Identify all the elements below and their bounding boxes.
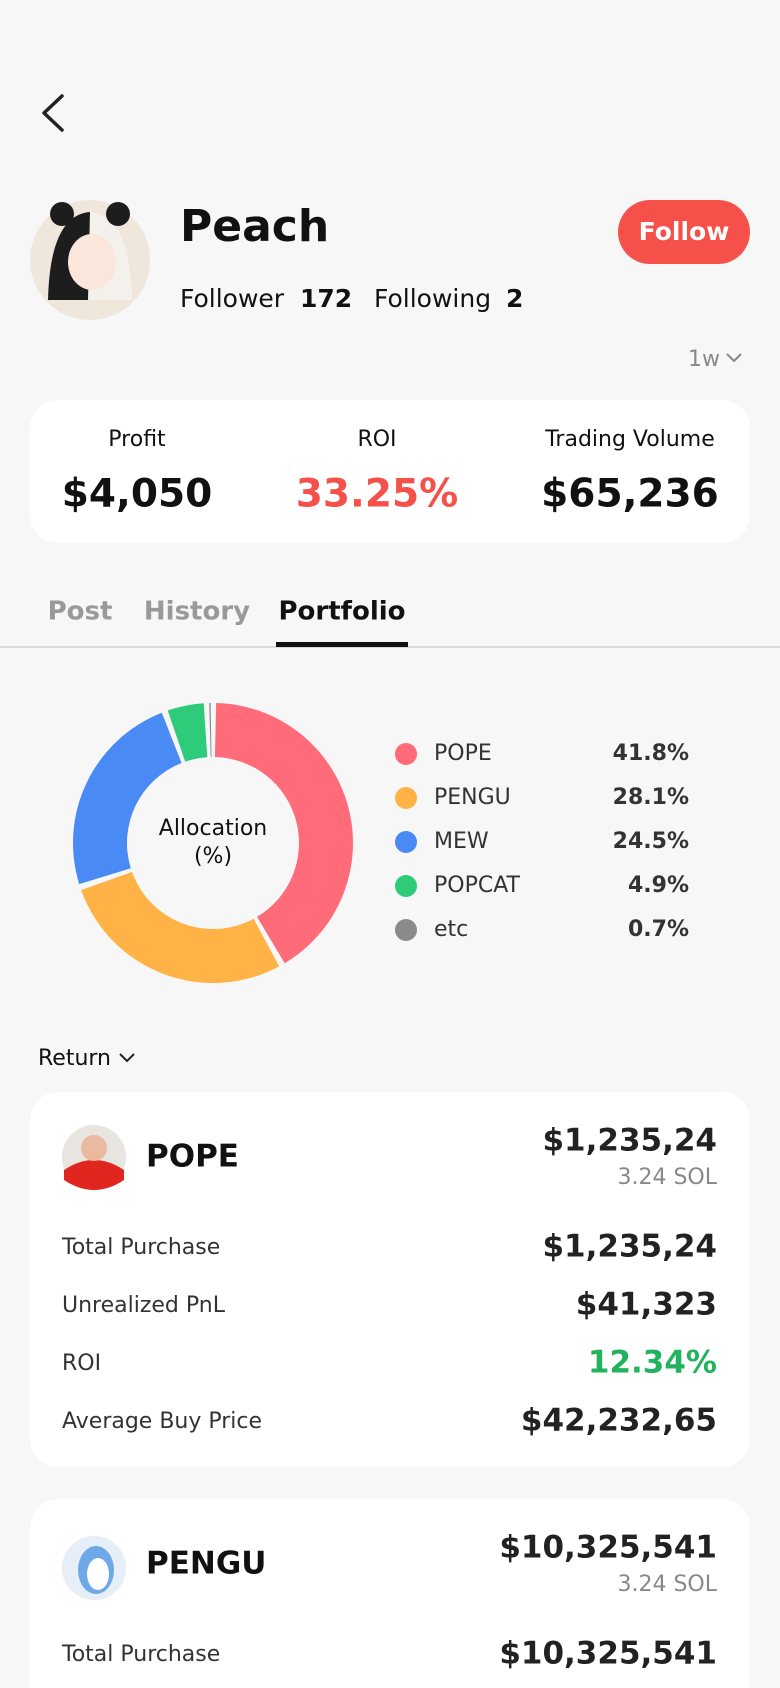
stat-label: Trading Volume <box>544 427 715 452</box>
donut-segment <box>81 871 280 983</box>
legend-label: etc <box>434 917 468 942</box>
legend-value: 0.7% <box>628 917 689 942</box>
following-label: Following <box>374 284 491 313</box>
avatar <box>30 200 150 320</box>
donut-center-label: Allocation <box>159 816 267 841</box>
donut-segment <box>209 703 212 758</box>
stat-value: $65,236 <box>541 472 719 517</box>
pengu-avatar <box>62 1536 126 1600</box>
tab-indicator <box>276 642 408 647</box>
sort-selector[interactable]: Return <box>38 1046 111 1071</box>
stats-card <box>30 400 750 543</box>
donut-center-label: (%) <box>194 844 232 869</box>
row-value: $42,232,65 <box>521 1403 717 1439</box>
period-chevron <box>726 353 742 363</box>
legend-label: POPCAT <box>434 873 521 898</box>
legend-dot <box>395 875 417 897</box>
row-label: Unrealized PnL <box>62 1293 226 1318</box>
stat-value: $4,050 <box>62 472 213 517</box>
holding-card <box>30 1092 750 1467</box>
legend-value: 28.1% <box>613 785 689 810</box>
tab[interactable]: Post <box>48 597 113 627</box>
holding-amount: 3.24 SOL <box>617 1572 717 1597</box>
tab[interactable]: History <box>144 597 250 627</box>
pope-avatar <box>62 1125 126 1190</box>
following-count: 2 <box>506 284 523 313</box>
row-value: 12.34% <box>588 1345 717 1381</box>
period-selector[interactable]: 1w <box>688 347 720 372</box>
follower-count: 172 <box>300 284 352 313</box>
follow-button[interactable] <box>618 200 750 264</box>
back-button[interactable] <box>42 94 64 132</box>
legend-value: 41.8% <box>613 741 689 766</box>
stat-label: Profit <box>108 427 166 452</box>
row-value: $41,323 <box>576 1287 717 1323</box>
row-label: Total Purchase <box>61 1235 220 1260</box>
holding-card <box>30 1499 750 1688</box>
row-value: $10,325,541 <box>499 1636 717 1672</box>
holding-amount: 3.24 SOL <box>617 1165 717 1190</box>
legend-dot <box>395 919 417 941</box>
row-label: Average Buy Price <box>62 1409 262 1434</box>
follower-label: Follower <box>180 284 285 313</box>
holding-name: PENGU <box>146 1546 266 1582</box>
legend-dot <box>395 743 417 765</box>
donut-segment <box>72 712 182 885</box>
profile-name: Peach <box>180 201 329 252</box>
legend-label: MEW <box>434 829 489 854</box>
legend-dot <box>395 831 417 853</box>
legend-dot <box>395 787 417 809</box>
legend-label: POPE <box>434 741 492 766</box>
legend-label: PENGU <box>434 785 511 810</box>
donut-segment <box>214 703 353 964</box>
sort-chevron <box>119 1053 135 1063</box>
row-label: Total Purchase <box>61 1642 220 1667</box>
stat-value: 33.25% <box>296 472 458 517</box>
holding-value: $1,235,24 <box>542 1123 717 1159</box>
donut-segment <box>167 703 208 762</box>
row-label: ROI <box>62 1351 101 1376</box>
row-value: $1,235,24 <box>542 1229 717 1265</box>
legend-value: 4.9% <box>628 873 689 898</box>
holding-value: $10,325,541 <box>499 1530 717 1566</box>
tab[interactable]: Portfolio <box>278 597 405 627</box>
holding-name: POPE <box>146 1139 239 1175</box>
follow-button-label[interactable]: Follow <box>639 217 730 246</box>
stat-label: ROI <box>357 427 396 452</box>
legend-value: 24.5% <box>613 829 689 854</box>
